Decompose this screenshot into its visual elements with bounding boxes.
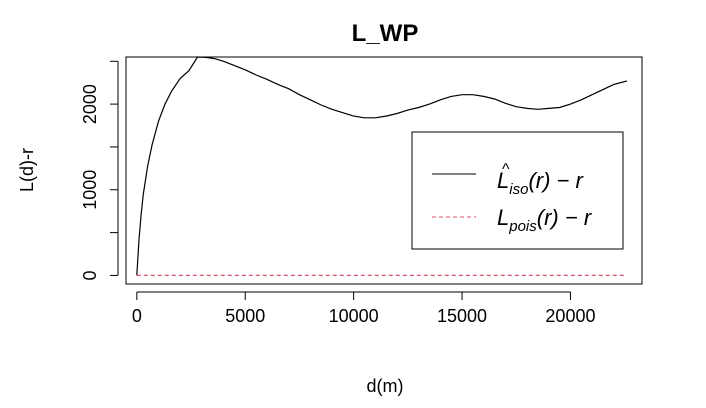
legend: Liso(r) − r ^ Lpois(r) − r [411,131,624,250]
y-tick-label: 1000 [80,170,100,210]
x-tick-label: 0 [132,306,142,326]
y-tick-label: 0 [80,270,100,280]
plot-frame [125,56,643,285]
legend-hat-iso: ^ [502,161,510,178]
legend-sub-iso: iso [509,181,528,198]
x-tick-label: 15000 [437,306,487,326]
chart-title: L_WP [352,20,419,47]
legend-tail-iso: (r) − r [528,168,584,193]
x-axis-label: d(m) [367,376,404,396]
x-tick-label: 20000 [545,306,595,326]
legend-main-pois: L [497,205,509,230]
y-axis: 0 1000 2000 [80,60,119,280]
legend-sub-pois: pois [508,218,537,235]
x-tick-label: 10000 [329,306,379,326]
series-layer [136,56,627,276]
y-tick-label: 2000 [80,84,100,124]
x-axis: 0 5000 10000 15000 20000 [132,291,595,326]
legend-label-pois: Lpois(r) − r [497,205,593,235]
legend-label-iso: Liso(r) − r [497,168,584,198]
y-axis-label: L(d)-r [17,148,37,192]
x-tick-label: 5000 [225,306,265,326]
legend-box [411,131,624,250]
series-line-0 [136,56,627,276]
legend-tail-pois: (r) − r [537,205,593,230]
legend-main-iso: L [497,168,509,193]
